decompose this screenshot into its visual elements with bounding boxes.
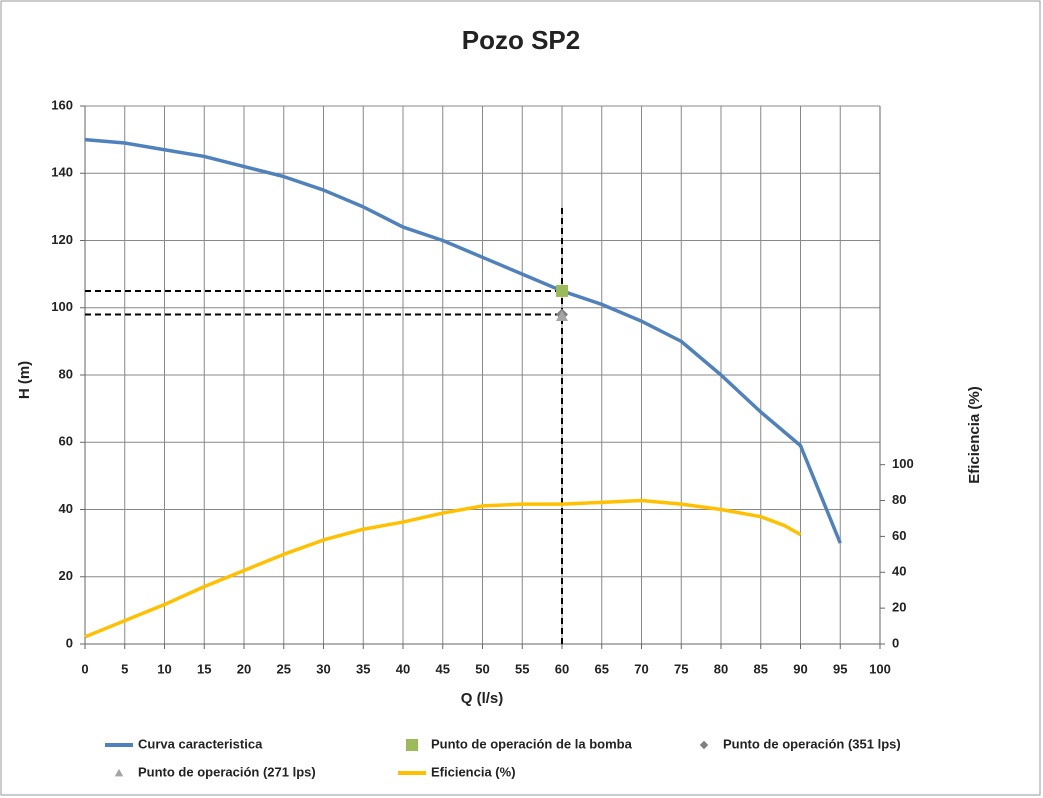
y2-tick-label: 20 xyxy=(892,600,906,615)
x-tick-label: 35 xyxy=(356,661,370,676)
y-tick-label: 100 xyxy=(51,299,73,314)
legend-label: Punto de operación de la bomba xyxy=(431,736,633,751)
x-axis-title: Q (l/s) xyxy=(461,690,504,707)
x-tick-label: 55 xyxy=(515,661,529,676)
x-tick-label: 25 xyxy=(277,661,291,676)
y-tick-label: 60 xyxy=(59,434,73,449)
series-line xyxy=(84,498,802,639)
y-tick-label: 120 xyxy=(51,232,73,247)
x-tick-label: 10 xyxy=(157,661,171,676)
x-tick-label: 70 xyxy=(634,661,648,676)
x-tick-label: 65 xyxy=(595,661,609,676)
legend-swatch xyxy=(114,768,124,777)
x-tick-label: 20 xyxy=(237,661,251,676)
legend-label: Punto de operación (271 lps) xyxy=(138,764,316,779)
x-tick-label: 100 xyxy=(869,661,891,676)
y2-tick-label: 40 xyxy=(892,564,906,579)
y2-tick-label: 80 xyxy=(892,492,906,507)
x-tick-label: 15 xyxy=(197,661,211,676)
x-tick-label: 80 xyxy=(714,661,728,676)
x-tick-label: 30 xyxy=(316,661,330,676)
x-tick-label: 90 xyxy=(793,661,807,676)
y-tick-label: 80 xyxy=(59,366,73,381)
point xyxy=(556,310,568,321)
y-tick-label: 160 xyxy=(51,97,73,112)
legend-swatch xyxy=(699,740,709,750)
legend-label: Punto de operación (351 lps) xyxy=(723,736,901,751)
legend-swatch xyxy=(406,739,418,751)
x-tick-label: 40 xyxy=(396,661,410,676)
y-tick-label: 140 xyxy=(51,165,73,180)
legend-label: Curva caracteristica xyxy=(138,736,263,751)
chart-title: Pozo SP2 xyxy=(462,25,580,55)
y-axis-title: H (m) xyxy=(16,361,33,399)
y2-tick-label: 0 xyxy=(892,635,899,650)
y-tick-label: 20 xyxy=(59,568,73,583)
x-tick-label: 5 xyxy=(121,661,128,676)
y2-axis-title: Eficiencia (%) xyxy=(966,386,983,484)
x-tick-label: 95 xyxy=(833,661,847,676)
legend-label: Eficiencia (%) xyxy=(431,764,516,779)
x-tick-label: 60 xyxy=(555,661,569,676)
point xyxy=(556,284,568,297)
series-line xyxy=(84,137,842,544)
x-tick-label: 50 xyxy=(475,661,489,676)
y-tick-label: 0 xyxy=(66,635,73,650)
x-tick-label: 45 xyxy=(436,661,450,676)
x-tick-label: 0 xyxy=(81,661,88,676)
x-tick-label: 75 xyxy=(674,661,688,676)
x-tick-label: 85 xyxy=(754,661,768,676)
y2-tick-label: 60 xyxy=(892,528,906,543)
y-tick-label: 40 xyxy=(59,501,73,516)
y2-tick-label: 100 xyxy=(892,456,914,471)
